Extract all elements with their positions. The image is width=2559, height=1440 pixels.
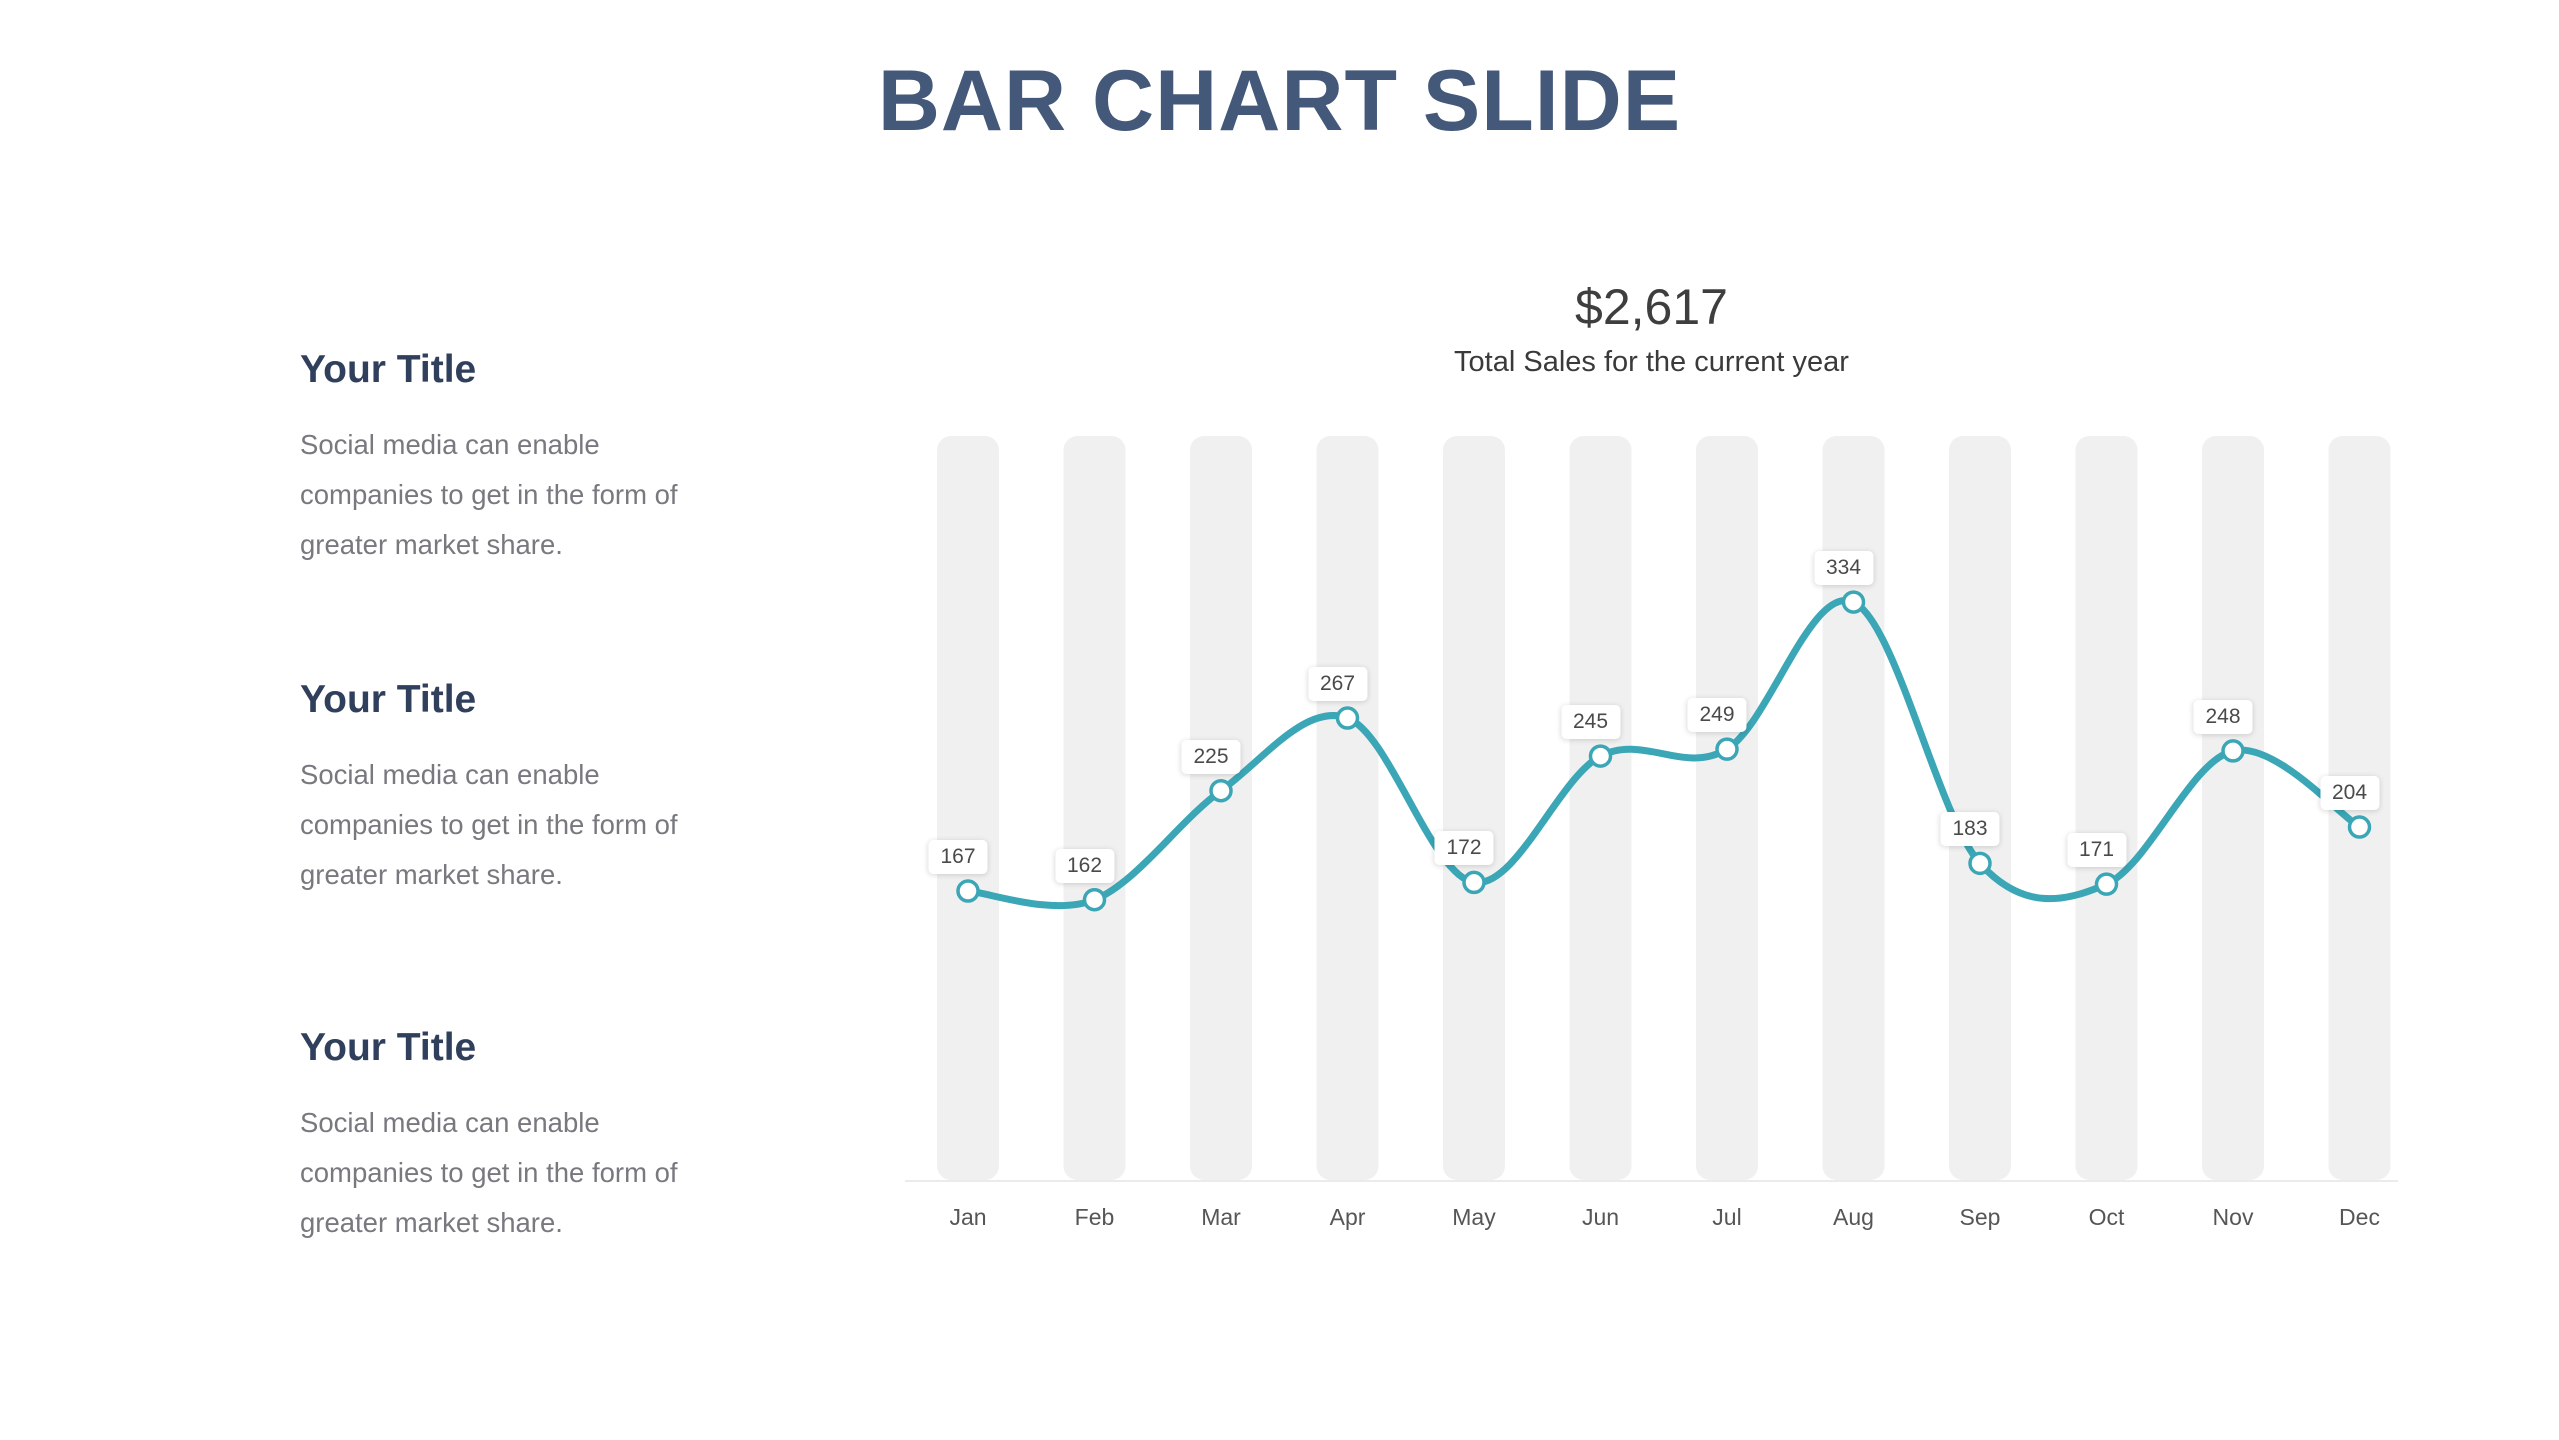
background-column-feb bbox=[1063, 436, 1126, 1180]
data-point-marker-may bbox=[1462, 870, 1486, 895]
section-body-1: Social media can enable companies to get… bbox=[300, 429, 678, 560]
x-axis-label-mar: Mar bbox=[1201, 1204, 1241, 1230]
data-point-value-feb: 162 bbox=[1054, 848, 1115, 883]
data-point-value-apr: 267 bbox=[1307, 667, 1368, 702]
x-axis-labels: Jan Feb Mar Apr May Jun Jul Aug Sep Oct Nov Dec bbox=[909, 1204, 2394, 1244]
slide-title: BAR CHART SLIDE bbox=[877, 53, 1682, 149]
section-heading-2: Your Title bbox=[300, 678, 477, 721]
background-column-aug bbox=[1822, 436, 1885, 1180]
background-column-apr bbox=[1316, 436, 1379, 1180]
x-axis-label-apr: Apr bbox=[1329, 1204, 1366, 1230]
data-point-value-aug: 334 bbox=[1813, 551, 1874, 586]
x-axis-label-dec: Dec bbox=[2339, 1204, 2380, 1230]
background-column-nov bbox=[2202, 436, 2264, 1180]
x-axis-label-oct: Oct bbox=[2088, 1204, 2125, 1230]
data-point-marker-feb bbox=[1082, 887, 1107, 912]
text-section-1: Your Title Social media can enable compa… bbox=[300, 348, 720, 570]
data-point-value-jun: 245 bbox=[1560, 705, 1621, 740]
background-column-jun bbox=[1569, 436, 1632, 1180]
sales-line-chart: 167 162 225 267 172 245 249 334 183 171 248 204 bbox=[905, 436, 2398, 1182]
section-heading-1: Your Title bbox=[300, 348, 477, 391]
x-axis-label-aug: Aug bbox=[1833, 1204, 1874, 1230]
data-point-marker-jan bbox=[956, 879, 980, 903]
data-point-value-may: 172 bbox=[1434, 831, 1494, 866]
data-point-value-mar: 225 bbox=[1181, 739, 1241, 774]
data-point-value-jan: 167 bbox=[928, 840, 988, 875]
data-point-marker-dec bbox=[2347, 815, 2372, 839]
background-column-mar bbox=[1190, 436, 1252, 1180]
chart-header: $2,617 Total Sales for the current year bbox=[909, 278, 2394, 379]
chart-total-value: $2,617 bbox=[1575, 279, 1728, 335]
background-column-may bbox=[1443, 436, 1505, 1180]
data-point-marker-jun bbox=[1588, 744, 1613, 768]
background-column-sep bbox=[1949, 436, 2011, 1180]
x-axis-label-jun: Jun bbox=[1581, 1204, 1620, 1230]
x-axis-label-sep: Sep bbox=[1959, 1204, 2001, 1230]
background-column-jan bbox=[937, 436, 999, 1180]
data-point-marker-oct bbox=[2094, 872, 2119, 896]
data-point-marker-nov bbox=[2221, 739, 2245, 763]
data-point-value-oct: 171 bbox=[2066, 833, 2127, 868]
x-axis-label-feb: Feb bbox=[1074, 1204, 1115, 1230]
chart-canvas bbox=[937, 436, 2391, 1180]
text-section-3: Your Title Social media can enable compa… bbox=[300, 1026, 720, 1248]
background-column-jul bbox=[1696, 436, 1758, 1180]
data-point-marker-sep bbox=[1968, 851, 1992, 876]
x-axis-label-may: May bbox=[1452, 1204, 1496, 1230]
data-point-marker-aug bbox=[1841, 590, 1866, 614]
x-axis-label-jul: Jul bbox=[1712, 1204, 1742, 1230]
section-body-3: Social media can enable companies to get… bbox=[300, 1107, 678, 1238]
chart-subtitle: Total Sales for the current year bbox=[1454, 346, 1849, 378]
data-point-marker-jul bbox=[1715, 737, 1739, 761]
data-point-value-dec: 204 bbox=[2319, 776, 2380, 811]
section-heading-3: Your Title bbox=[300, 1026, 477, 1069]
x-axis-line bbox=[905, 1180, 2398, 1182]
data-point-value-sep: 183 bbox=[1940, 812, 2000, 847]
x-axis-label-nov: Nov bbox=[2212, 1204, 2254, 1230]
sales-line bbox=[964, 596, 2363, 910]
background-column-oct bbox=[2075, 436, 2138, 1180]
x-axis-label-jan: Jan bbox=[949, 1204, 987, 1230]
data-point-value-nov: 248 bbox=[2193, 699, 2253, 734]
data-point-marker-mar bbox=[1209, 778, 1233, 803]
section-body-2: Social media can enable companies to get… bbox=[300, 759, 678, 890]
data-point-value-jul: 249 bbox=[1687, 698, 1747, 733]
text-section-2: Your Title Social media can enable compa… bbox=[300, 678, 720, 900]
data-point-marker-apr bbox=[1335, 706, 1360, 730]
